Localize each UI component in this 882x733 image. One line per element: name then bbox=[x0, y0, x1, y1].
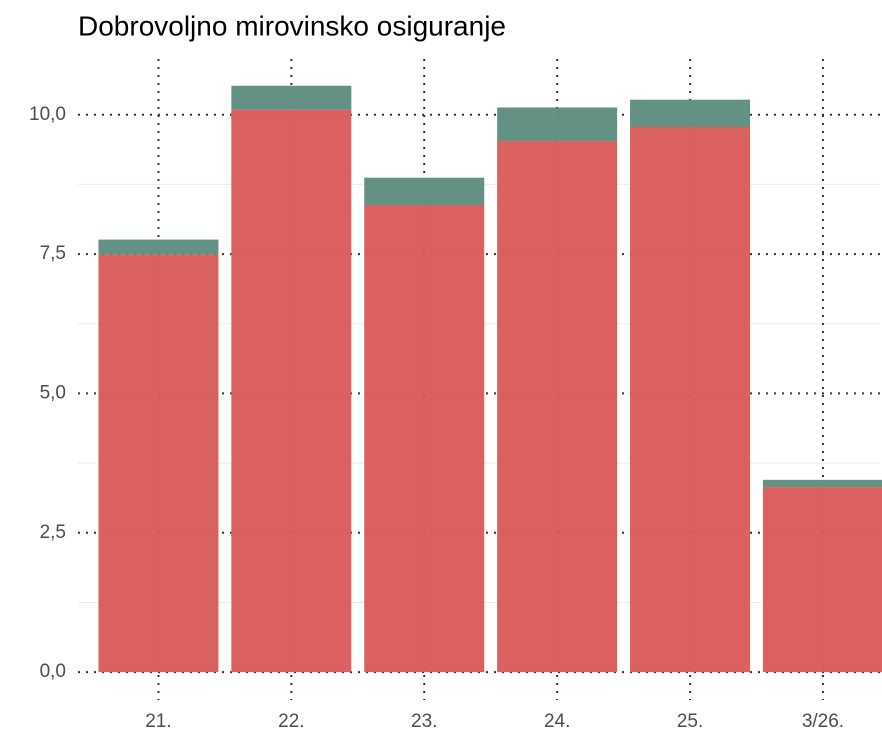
bar-segment bbox=[98, 254, 219, 673]
y-tick-label: 5,0 bbox=[40, 382, 66, 403]
x-tick-label: 24. bbox=[544, 711, 570, 732]
x-tick-label: 3/26. bbox=[802, 711, 844, 732]
bar-segment bbox=[98, 239, 219, 255]
x-tick-label: 21. bbox=[145, 711, 171, 732]
bar-segment bbox=[762, 487, 882, 673]
y-tick-label: 7,5 bbox=[40, 243, 66, 264]
bar-segment bbox=[762, 479, 882, 488]
chart-title: Dobrovoljno mirovinsko osiguranje bbox=[78, 10, 506, 41]
bar-segment bbox=[231, 85, 352, 110]
bar-segment bbox=[231, 109, 352, 673]
x-tick-label: 25. bbox=[677, 711, 703, 732]
x-tick-label: 23. bbox=[411, 711, 437, 732]
bar-segment bbox=[364, 177, 485, 206]
bar-segment bbox=[630, 127, 751, 673]
y-tick-label: 0,0 bbox=[40, 661, 66, 682]
bar-segment bbox=[630, 99, 751, 128]
bar-segment bbox=[497, 140, 618, 673]
x-tick-label: 22. bbox=[278, 711, 304, 732]
y-tick-label: 10,0 bbox=[29, 104, 66, 125]
bar-segment bbox=[497, 107, 618, 141]
y-tick-label: 2,5 bbox=[40, 522, 66, 543]
bar-segment bbox=[364, 205, 485, 673]
